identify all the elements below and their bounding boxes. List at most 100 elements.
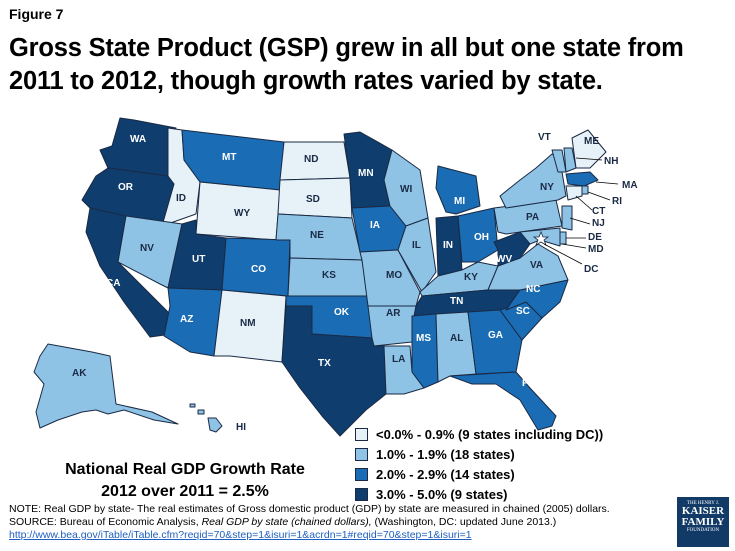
national-growth-line1: National Real GDP Growth Rate [65, 461, 305, 478]
state-AR [367, 305, 417, 347]
state-label-NE: NE [310, 230, 324, 241]
state-GA [467, 309, 523, 375]
state-CT [565, 185, 583, 201]
state-label-NV: NV [140, 243, 154, 254]
national-growth-line2: 2012 over 2011 = 2.5% [101, 483, 269, 500]
state-MA [565, 171, 599, 187]
state-label-MA: MA [622, 180, 638, 191]
state-AK [33, 343, 179, 429]
state-label-DE: DE [588, 232, 602, 243]
state-label-WV: WV [496, 254, 512, 265]
kff-logo: THE HENRY J. KAISER FAMILY FOUNDATION [677, 497, 729, 547]
state-label-OR: OR [118, 182, 134, 193]
state-label-CA: CA [106, 278, 120, 289]
state-label-MT: MT [222, 152, 236, 163]
logo-line3: FAMILY [681, 516, 725, 528]
state-MI [435, 165, 481, 215]
state-label-TX: TX [318, 358, 331, 369]
state-OH [457, 207, 499, 263]
source-prefix: SOURCE: Bureau of Economic Analysis, [9, 516, 202, 528]
leader-line-CT [575, 195, 593, 211]
state-label-NH: NH [604, 156, 618, 167]
state-label-CO: CO [251, 264, 266, 275]
state-TX [281, 305, 387, 437]
state-label-HI: HI [236, 422, 246, 433]
state-label-OK: OK [334, 307, 350, 318]
state-label-MS: MS [416, 333, 431, 344]
dc-star-icon [532, 230, 550, 246]
state-DE [559, 231, 567, 245]
state-label-WI: WI [400, 184, 412, 195]
leader-line-MA [595, 181, 619, 185]
source-line: SOURCE: Bureau of Economic Analysis, Rea… [9, 516, 649, 529]
state-label-ID: ID [176, 193, 186, 204]
state-label-VT: VT [538, 132, 551, 143]
state-label-AL: AL [450, 333, 463, 344]
state-LA [373, 345, 425, 395]
state-label-AK: AK [72, 368, 87, 379]
state-label-WY: WY [234, 208, 250, 219]
leader-line-MD [561, 243, 587, 249]
state-label-ND: ND [304, 154, 318, 165]
state-label-RI: RI [612, 196, 622, 207]
state-NJ [561, 205, 573, 231]
state-WA [99, 117, 177, 177]
state-VA [487, 243, 569, 291]
state-label-IL: IL [412, 240, 421, 251]
legend-item: 2.0% - 2.9% (14 states) [355, 464, 603, 484]
state-label-OH: OH [474, 232, 489, 243]
legend-item: 1.0% - 1.9% (18 states) [355, 444, 603, 464]
legend-label: <0.0% - 0.9% (9 states including DC)) [376, 426, 604, 442]
legend: <0.0% - 0.9% (9 states including DC)) 1.… [355, 424, 603, 504]
state-label-NM: NM [240, 318, 256, 329]
state-NM [213, 289, 287, 363]
source-link[interactable]: http://www.bea.gov/iTable/iTable.cfm?req… [9, 529, 472, 541]
state-label-KS: KS [322, 270, 336, 281]
source-title: Real GDP by state (chained dollars), [201, 516, 372, 528]
notes: NOTE: Real GDP by state- The real estima… [9, 503, 649, 542]
state-label-AR: AR [386, 308, 401, 319]
state-RI [581, 185, 589, 195]
legend-swatch [355, 487, 368, 501]
legend-label: 3.0% - 5.0% (9 states) [376, 486, 508, 502]
state-MS [411, 313, 439, 389]
state-label-DC: DC [584, 264, 598, 275]
legend-swatch [355, 447, 368, 461]
state-label-MN: MN [358, 168, 374, 179]
logo-line1: THE HENRY J. [686, 501, 720, 506]
logo-line4: FOUNDATION [686, 528, 720, 533]
logo-line2: KAISER [681, 505, 725, 517]
state-label-IA: IA [370, 220, 380, 231]
state-HI-3 [189, 403, 196, 408]
state-HI-2 [197, 409, 205, 415]
state-label-ME: ME [584, 136, 599, 147]
state-label-NY: NY [540, 182, 554, 193]
state-label-SD: SD [306, 194, 320, 205]
state-label-IN: IN [443, 240, 453, 251]
source-suffix: (Washington, DC: updated June 2013.) [371, 516, 557, 528]
state-label-PA: PA [526, 212, 539, 223]
state-label-CT: CT [592, 206, 605, 217]
leader-line-RI [587, 191, 611, 201]
state-label-VA: VA [530, 260, 543, 271]
leader-line-NH [575, 157, 603, 161]
legend-swatch [355, 427, 368, 441]
state-label-MO: MO [386, 270, 402, 281]
state-label-MI: MI [454, 196, 465, 207]
state-label-AZ: AZ [180, 314, 193, 325]
state-label-MD: MD [588, 244, 604, 255]
state-label-FL: FL [522, 378, 534, 389]
legend-item: <0.0% - 0.9% (9 states including DC)) [355, 424, 603, 444]
state-FL [449, 371, 557, 431]
legend-label: 2.0% - 2.9% (14 states) [376, 466, 515, 482]
leader-line-NJ [569, 217, 591, 225]
legend-label: 1.0% - 1.9% (18 states) [376, 446, 515, 462]
state-label-TN: TN [450, 296, 463, 307]
state-label-KY: KY [464, 272, 478, 283]
state-label-SC: SC [516, 306, 530, 317]
figure-label: Figure 7 [9, 6, 64, 22]
state-label-WA: WA [130, 134, 146, 145]
leader-line-DC [543, 243, 583, 265]
state-label-UT: UT [192, 254, 205, 265]
